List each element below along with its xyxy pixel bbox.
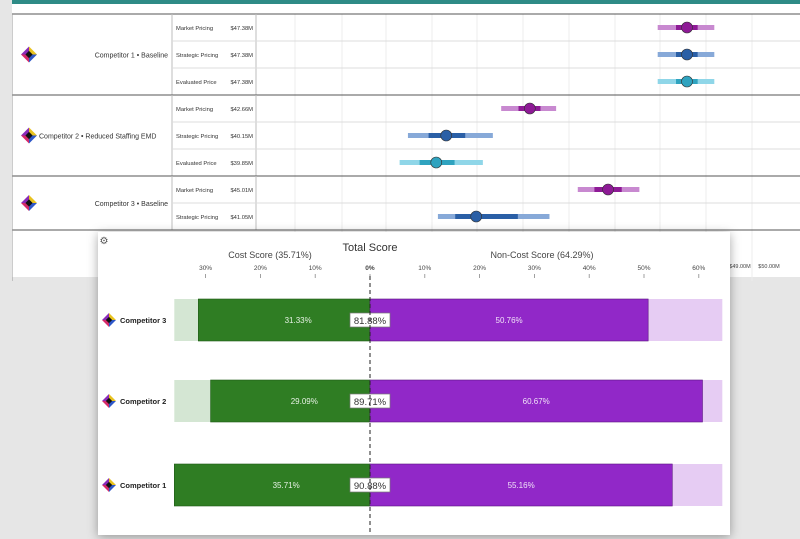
cost-bar[interactable]	[174, 463, 371, 507]
price-marker[interactable]	[524, 102, 536, 115]
competitor-name: Competitor 1 • Baseline	[95, 53, 168, 60]
metric-label: Market Pricing	[176, 26, 213, 32]
competitor-label: Competitor 2	[120, 397, 166, 406]
competitor-logo-icon	[21, 46, 37, 63]
metric-value: $47.38M	[230, 53, 253, 59]
cost-value-label: 31.33%	[285, 316, 312, 325]
cost-bar[interactable]	[210, 379, 371, 423]
metric-label: Strategic Pricing	[176, 53, 218, 59]
total-score-box	[349, 477, 391, 493]
x-tick-label: 60%	[692, 265, 705, 272]
cost-value-label: 29.09%	[291, 397, 318, 406]
noncost-bar[interactable]	[369, 298, 649, 342]
x-tick-label: 20%	[473, 265, 486, 272]
noncost-bar[interactable]	[369, 379, 703, 423]
x-tick-label: 0%	[365, 265, 375, 272]
noncost-value-label: 50.76%	[496, 316, 523, 325]
x-tick-label: 40%	[583, 265, 596, 272]
noncost-bar[interactable]	[369, 463, 673, 507]
cost-score-header: Cost Score (35.71%)	[228, 250, 312, 260]
metric-value: $47.38M	[230, 80, 253, 86]
metric-value: $42.66M	[230, 107, 253, 113]
price-marker[interactable]	[602, 183, 614, 196]
metric-label: Evaluated Price	[176, 161, 217, 167]
total-score-panel: ⚙ Total Score Cost Score (35.71%) Non-Cost …	[98, 232, 730, 535]
price-range-panel: Competitor 1 • Baseline Market Pricing $47…	[12, 0, 800, 281]
cost-bar[interactable]	[198, 298, 371, 342]
total-score-chart: ⚙ Total Score Cost Score (35.71%) Non-Cost …	[100, 236, 723, 535]
competitor-logo-icon	[21, 195, 37, 211]
metric-value: $41.05M	[230, 215, 253, 221]
metric-label: Evaluated Price	[176, 80, 217, 86]
competitor-logo-icon	[102, 313, 116, 327]
metric-value: $47.38M	[230, 26, 253, 32]
competitor-name: Competitor 3 • Baseline	[95, 201, 168, 208]
competitor-name: Competitor 2 • Reduced Staffing EMD	[39, 134, 157, 141]
x-tick-label: 30%	[199, 265, 212, 272]
metric-value: $40.15M	[230, 134, 253, 140]
price-marker[interactable]	[681, 48, 693, 61]
metric-value: $39.85M	[230, 161, 253, 167]
competitor-logo-icon	[102, 478, 116, 492]
gear-icon: ⚙	[100, 236, 109, 247]
metric-label: Strategic Pricing	[176, 215, 218, 221]
price-marker[interactable]	[681, 21, 693, 34]
metric-label: Strategic Pricing	[176, 134, 218, 140]
competitor-label: Competitor 1	[120, 481, 166, 490]
noncost-value-label: 60.67%	[523, 397, 550, 406]
price-marker[interactable]	[440, 129, 453, 142]
metric-label: Market Pricing	[176, 107, 213, 113]
x-tick-label: 30%	[528, 265, 541, 272]
competitor-label: Competitor 3	[120, 316, 166, 325]
noncost-value-label: 55.16%	[508, 481, 535, 490]
noncost-score-header: Non-Cost Score (64.29%)	[490, 250, 593, 260]
price-marker[interactable]	[470, 210, 483, 223]
competitor-logo-icon	[102, 394, 116, 408]
price-marker[interactable]	[681, 75, 693, 88]
x-tick-label: 50%	[637, 265, 650, 272]
x-tick-label: 10%	[418, 265, 431, 272]
price-marker[interactable]	[430, 156, 443, 169]
axis-tick-label: $49.00M	[729, 264, 751, 270]
cost-value-label: 35.71%	[273, 481, 300, 490]
axis-tick-label: $50.00M	[758, 264, 780, 270]
x-tick-label: 10%	[309, 265, 322, 272]
x-tick-label: 20%	[254, 265, 267, 272]
total-score-box	[349, 393, 391, 409]
metric-label: Market Pricing	[176, 188, 213, 194]
chart-title: Total Score	[342, 242, 397, 254]
competitor-logo-icon	[21, 127, 37, 144]
metric-value: $45.01M	[230, 188, 253, 194]
